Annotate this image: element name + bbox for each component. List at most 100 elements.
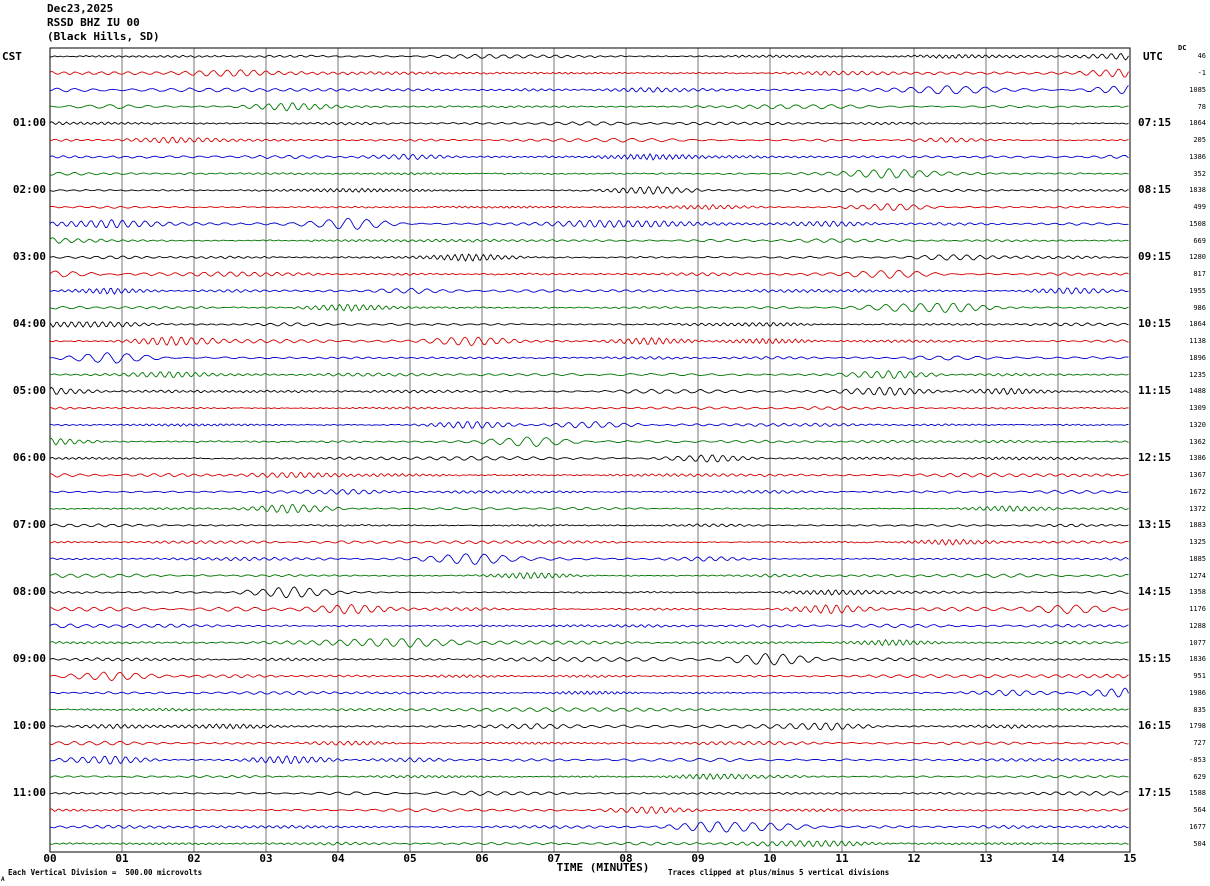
dc-offset-value: 1885 (1189, 554, 1206, 563)
seismogram-trace-row-41 (49, 740, 1129, 746)
dc-offset-value: 629 (1193, 772, 1206, 781)
dc-offset-value: 1955 (1189, 286, 1206, 295)
dc-offset-value: 504 (1193, 839, 1206, 848)
dc-offset-value: 817 (1193, 270, 1206, 279)
dc-label: DC (1178, 44, 1187, 52)
dc-offset-value: 564 (1193, 806, 1206, 815)
dc-offset-value: 835 (1193, 705, 1206, 714)
utc-time-label: 08:15 (1138, 183, 1172, 197)
left-axis-header: CST (2, 50, 22, 63)
dc-offset-value: 1362 (1189, 437, 1206, 446)
seismogram-trace-row-16 (49, 321, 1129, 328)
utc-time-label: 11:15 (1138, 384, 1172, 398)
seismogram-trace-row-39 (49, 707, 1129, 713)
seismogram-trace-row-9 (49, 203, 1129, 211)
dc-offset-value: 1320 (1189, 420, 1206, 429)
dc-offset-value: 499 (1193, 203, 1206, 212)
seismogram-trace-row-10 (49, 217, 1129, 230)
dc-offset-value: 1358 (1189, 588, 1206, 597)
title-date: Dec23,2025 (47, 2, 114, 15)
x-tick-label: 12 (907, 852, 921, 865)
dc-offset-value: 1386 (1189, 454, 1206, 463)
x-tick-label: 04 (331, 852, 345, 865)
title-location: (Black Hills, SD) (47, 30, 160, 43)
dc-offset-value: 352 (1193, 169, 1206, 178)
x-tick-label: 15 (1123, 852, 1137, 865)
seismogram-trace-row-20 (49, 386, 1129, 396)
cst-time-label: 03:00 (12, 250, 46, 264)
seismogram-trace-row-43 (49, 773, 1129, 781)
seismogram-trace-row-2 (49, 85, 1129, 95)
dc-offset-value: 986 (1193, 303, 1206, 312)
x-tick-label: 09 (691, 852, 705, 865)
seismogram-trace-row-42 (49, 755, 1129, 765)
seismogram-trace-row-17 (49, 335, 1129, 347)
seismogram-trace-row-6 (49, 152, 1129, 161)
dc-offset-value: -1 (1197, 69, 1206, 78)
seismogram-trace-row-12 (49, 253, 1129, 262)
cst-time-label: 04:00 (12, 317, 46, 331)
seismogram-trace-row-38 (49, 687, 1129, 698)
cst-time-label: 01:00 (12, 116, 46, 130)
dc-offset-value: 1488 (1189, 387, 1206, 396)
dc-offset-value: 1883 (1189, 521, 1206, 530)
dc-offset-value: 1309 (1189, 404, 1206, 413)
dc-offset-value: 1386 (1189, 152, 1206, 161)
cst-time-label: 06:00 (12, 451, 46, 465)
right-axis-header: UTC (1143, 50, 1163, 63)
seismogram-trace-row-37 (49, 671, 1129, 682)
seismogram-trace-row-22 (49, 420, 1129, 429)
dc-offset-value: 205 (1193, 136, 1206, 145)
dc-offset-value: 669 (1193, 236, 1206, 245)
dc-offset-value: 1280 (1189, 253, 1206, 262)
utc-time-label: 13:15 (1138, 518, 1172, 532)
seismogram-trace-row-0 (49, 52, 1129, 61)
seismogram-trace-row-8 (49, 186, 1129, 195)
dc-offset-value: 1864 (1189, 119, 1206, 128)
dc-offset-value: 727 (1193, 739, 1206, 748)
seismogram-trace-row-18 (49, 352, 1129, 364)
seismogram-trace-row-4 (49, 121, 1129, 126)
dc-offset-value: 1367 (1189, 471, 1206, 480)
seismogram-trace-row-23 (49, 436, 1129, 447)
dc-offset-value: 46 (1197, 52, 1206, 61)
dc-offset-value: 1896 (1189, 353, 1206, 362)
utc-time-label: 16:15 (1138, 719, 1172, 733)
x-tick-label: 01 (115, 852, 129, 865)
dc-offset-value: 1836 (1189, 655, 1206, 664)
x-axis-title: TIME (MINUTES) (556, 861, 650, 874)
seismogram-trace-row-1 (49, 68, 1129, 78)
corner-mark: A (1, 876, 5, 883)
plot-border (49, 47, 1131, 853)
cst-time-label: 05:00 (12, 384, 46, 398)
seismogram-trace-row-45 (49, 805, 1129, 815)
seismogram-trace-row-47 (49, 839, 1129, 848)
dc-offset-value: 1588 (1189, 789, 1206, 798)
seismogram-trace-row-27 (49, 503, 1129, 514)
dc-offset-value: 1508 (1189, 219, 1206, 228)
x-tick-label: 03 (259, 852, 273, 865)
dc-offset-value: 1372 (1189, 504, 1206, 513)
seismogram-trace-row-36 (49, 652, 1129, 666)
seismogram-trace-row-7 (49, 168, 1129, 179)
seismogram-trace-row-13 (49, 269, 1129, 279)
x-tick-label: 10 (763, 852, 777, 865)
utc-time-label: 17:15 (1138, 786, 1172, 800)
seismogram-trace-row-29 (50, 538, 1129, 546)
seismogram-trace-row-14 (50, 287, 1129, 295)
cst-time-label: 11:00 (12, 786, 46, 800)
x-tick-label: 11 (835, 852, 849, 865)
dc-offset-value: -853 (1189, 755, 1206, 764)
x-tick-label: 02 (187, 852, 201, 865)
dc-offset-value: 1838 (1189, 186, 1206, 195)
seismogram-trace-row-33 (49, 603, 1129, 615)
dc-offset-value: 1288 (1189, 621, 1206, 630)
seismogram-trace-row-44 (49, 790, 1129, 796)
dc-offset-value: 1986 (1189, 688, 1206, 697)
seismogram-trace-row-31 (49, 571, 1129, 580)
footer-clip-note: Traces clipped at plus/minus 5 vertical … (668, 868, 890, 877)
dc-offset-value: 1672 (1189, 487, 1206, 496)
cst-time-label: 10:00 (12, 719, 46, 733)
dc-offset-value: 1864 (1189, 320, 1206, 329)
dc-offset-value: 1077 (1189, 638, 1206, 647)
